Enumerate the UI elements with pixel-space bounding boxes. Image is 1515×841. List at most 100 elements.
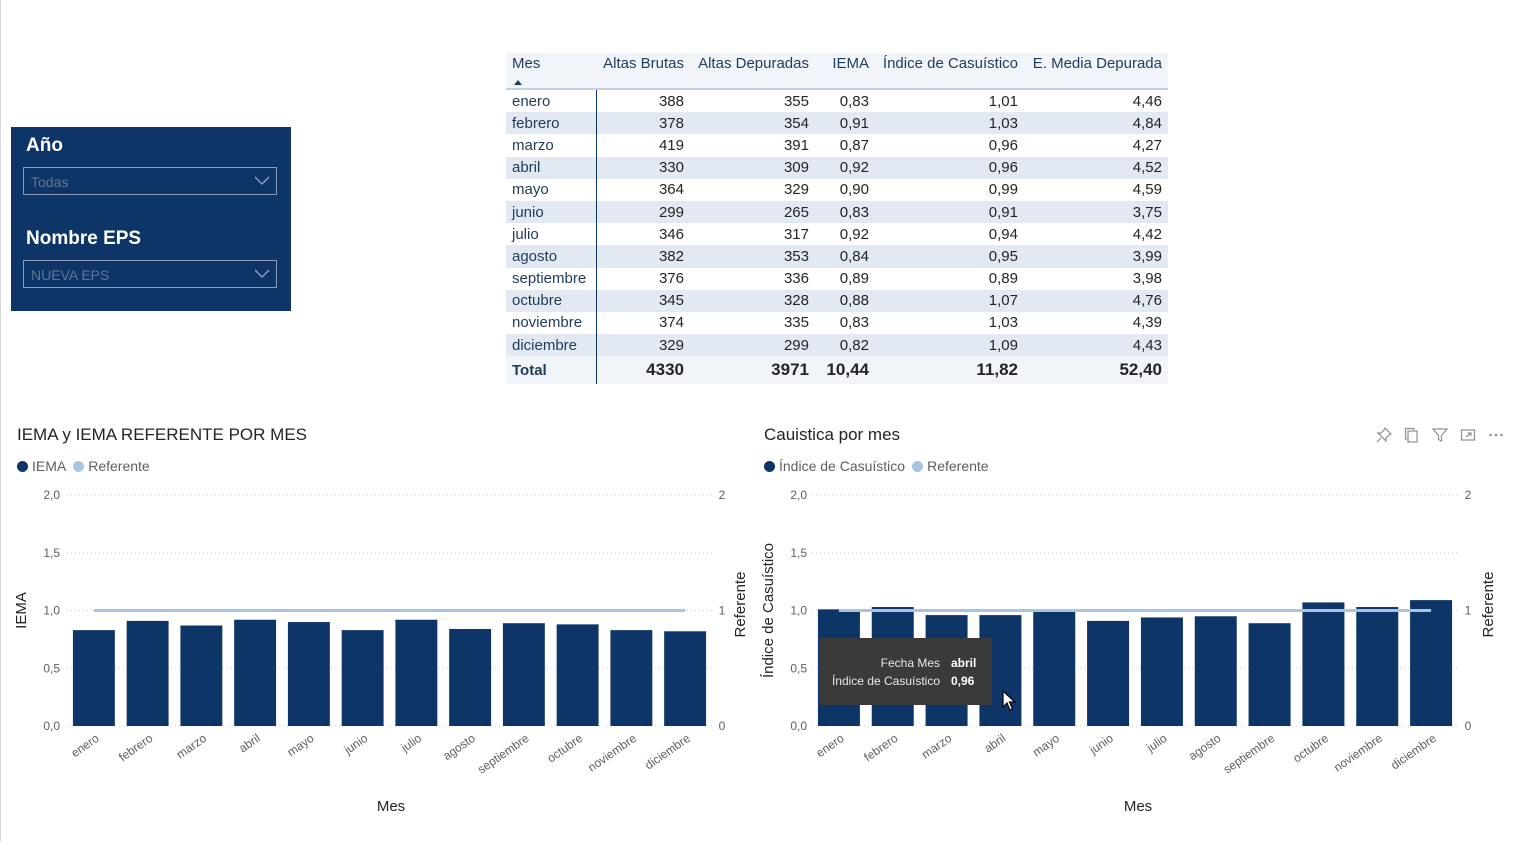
- table-row[interactable]: diciembre 329 299 0,82 1,09 4,43: [506, 334, 1168, 357]
- column-header[interactable]: IEMA: [815, 53, 875, 90]
- bar: [180, 625, 223, 726]
- bar: [1248, 623, 1291, 726]
- table-row[interactable]: octubre 345 328 0,88 1,07 4,76: [506, 289, 1168, 312]
- table-cell: 4,84: [1024, 112, 1168, 135]
- legend-dot: [73, 460, 85, 472]
- more-options-icon[interactable]: [1482, 425, 1510, 445]
- table-cell: 317: [690, 223, 815, 246]
- y-tick-label: 1,5: [790, 546, 807, 560]
- table-cell: 0,89: [875, 267, 1024, 290]
- table-row[interactable]: agosto 382 353 0,84 0,95 3,99: [506, 245, 1168, 268]
- column-header[interactable]: Altas Depuradas: [690, 53, 815, 90]
- table-cell: 374: [596, 311, 690, 335]
- x-tick-label: mayo: [1030, 731, 1062, 759]
- bar: [1194, 616, 1237, 726]
- bar: [395, 619, 438, 726]
- table-total-cell: 10,44: [815, 356, 875, 385]
- table-cell: 1,09: [875, 334, 1024, 357]
- table-total-cell: Total: [506, 356, 597, 385]
- y2-tick-label: 2: [719, 488, 726, 502]
- table-cell: 3,75: [1024, 200, 1168, 224]
- table-cell: 1,03: [875, 112, 1024, 135]
- legend-dot: [912, 460, 924, 472]
- table-cell: 4,43: [1024, 334, 1168, 357]
- bar: [502, 623, 545, 726]
- chart-title-iema: IEMA y IEMA REFERENTE POR MES: [17, 425, 307, 444]
- legend-dot: [764, 460, 775, 472]
- table-row[interactable]: enero 388 355 0,83 1,01 4,46: [506, 89, 1168, 113]
- table-cell: 0,83: [815, 200, 875, 224]
- focus-mode-icon[interactable]: [1454, 425, 1482, 445]
- table-cell: octubre: [506, 289, 597, 312]
- legend-item-referente[interactable]: Referente: [73, 458, 150, 474]
- sort-ascending-icon: [514, 80, 522, 85]
- table-cell: 378: [596, 112, 690, 135]
- table-cell: enero: [506, 89, 597, 113]
- table-total-cell: 3971: [690, 356, 815, 385]
- table-cell: 364: [596, 178, 690, 201]
- table-row[interactable]: julio 346 317 0,92 0,94 4,42: [506, 223, 1168, 246]
- x-tick-label: marzo: [919, 731, 955, 762]
- table-cell: 1,07: [875, 289, 1024, 312]
- table-row[interactable]: abril 330 309 0,92 0,96 4,52: [506, 156, 1168, 179]
- x-tick-label: abril: [982, 731, 1009, 755]
- column-header[interactable]: Índice de Casuístico: [875, 53, 1024, 90]
- table-cell: 4,46: [1024, 89, 1168, 113]
- pin-icon[interactable]: [1370, 425, 1398, 445]
- table-row[interactable]: noviembre 374 335 0,83 1,03 4,39: [506, 311, 1168, 335]
- bar: [1087, 620, 1130, 726]
- slicer-panel: Año Todas Nombre EPS NUEVA EPS: [11, 127, 291, 311]
- x-tick-label: agosto: [1186, 731, 1224, 763]
- bar: [72, 630, 115, 726]
- table-row[interactable]: junio 299 265 0,83 0,91 3,75: [506, 200, 1168, 224]
- bar: [1410, 600, 1453, 726]
- year-slicer-title: Año: [26, 135, 63, 156]
- table-header-row: Mes Altas Brutas Altas Depuradas IEMA Índice…: [506, 53, 1168, 90]
- bar: [1356, 607, 1399, 726]
- x-tick-label: octubre: [1290, 731, 1331, 766]
- tooltip-key: Índice de Casuístico: [831, 674, 940, 688]
- table-row[interactable]: septiembre 376 336 0,89 0,89 3,98: [506, 267, 1168, 290]
- copy-icon[interactable]: [1398, 425, 1426, 445]
- legend-label: Referente: [927, 458, 989, 474]
- table-total-cell: 52,40: [1024, 356, 1168, 385]
- table-row[interactable]: mayo 364 329 0,90 0,99 4,59: [506, 178, 1168, 201]
- table-cell: 0,91: [875, 200, 1024, 224]
- table-cell: 0,89: [815, 267, 875, 290]
- x-tick-label: marzo: [174, 731, 210, 762]
- bar: [126, 620, 169, 726]
- filter-icon[interactable]: [1426, 425, 1454, 445]
- year-slicer-dropdown[interactable]: Todas: [23, 167, 277, 195]
- bar: [556, 624, 599, 726]
- table-cell: 265: [690, 200, 815, 224]
- table-cell: 3,98: [1024, 267, 1168, 290]
- y-tick-label: 2,0: [43, 488, 60, 502]
- table-cell: 1,03: [875, 311, 1024, 335]
- legend-label: Índice de Casuístico: [779, 458, 906, 474]
- table-cell: 0,96: [875, 156, 1024, 179]
- table-cell: 329: [690, 178, 815, 201]
- bar: [1033, 611, 1076, 726]
- table-cell: 345: [596, 289, 690, 312]
- column-header[interactable]: E. Media Depurada: [1024, 53, 1168, 90]
- table-cell: 355: [690, 89, 815, 113]
- table-cell: 419: [596, 134, 690, 157]
- eps-slicer-value: NUEVA EPS: [31, 267, 110, 283]
- table-cell: 0,95: [875, 245, 1024, 268]
- legend-item-indice[interactable]: Índice de Casuístico: [764, 458, 905, 474]
- table-cell: 3,99: [1024, 245, 1168, 268]
- legend-item-iema[interactable]: IEMA: [17, 458, 66, 474]
- column-header[interactable]: Mes: [506, 53, 596, 90]
- table-row[interactable]: febrero 378 354 0,91 1,03 4,84: [506, 112, 1168, 135]
- table-cell: 336: [690, 267, 815, 290]
- y-tick-label: 1,0: [790, 604, 807, 618]
- table-row[interactable]: marzo 419 391 0,87 0,96 4,27: [506, 134, 1168, 157]
- column-header[interactable]: Altas Brutas: [596, 53, 690, 90]
- eps-slicer-dropdown[interactable]: NUEVA EPS: [23, 260, 277, 288]
- legend-item-referente[interactable]: Referente: [912, 458, 989, 474]
- legend-label: Referente: [88, 458, 150, 474]
- table-cell: agosto: [506, 245, 597, 268]
- table-cell: 0,94: [875, 223, 1024, 246]
- table-cell: 0,92: [815, 156, 875, 179]
- y-tick-label: 1,0: [43, 604, 60, 618]
